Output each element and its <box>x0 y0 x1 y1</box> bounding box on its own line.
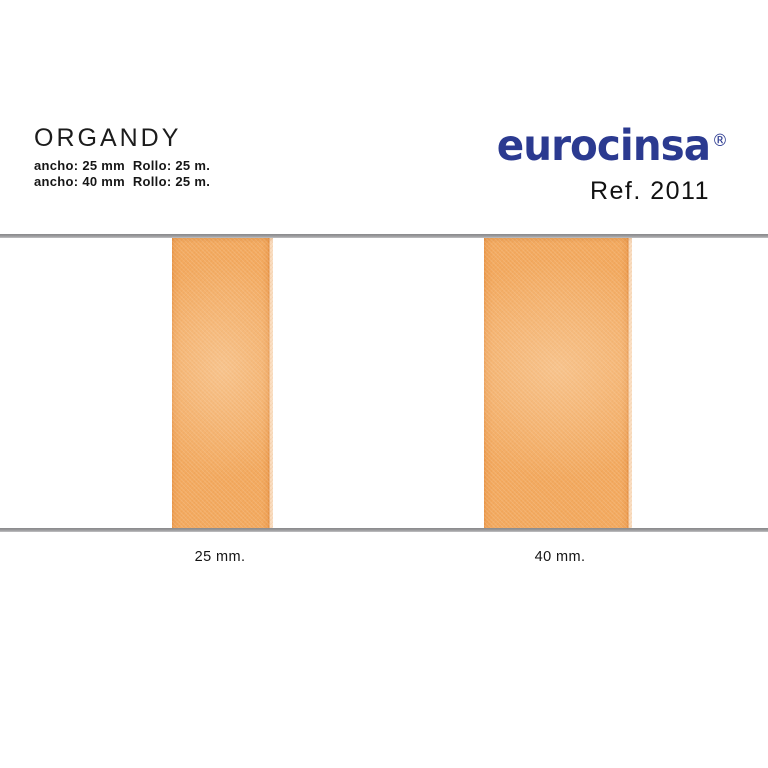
ribbon-sample-40mm <box>484 236 632 530</box>
product-header: ORGANDY ancho: 25 mm Rollo: 25 m. ancho:… <box>34 124 210 190</box>
bottom-rail <box>0 528 768 532</box>
spec-line-40mm: ancho: 40 mm Rollo: 25 m. <box>34 174 211 189</box>
ribbon-sample-25mm <box>172 236 273 530</box>
brand-logo-text: eurocinsa <box>496 121 711 171</box>
top-rail <box>0 234 768 238</box>
ribbon-width-label-40mm: 40 mm. <box>534 549 586 565</box>
reference-number: Ref. 2011 <box>589 177 710 205</box>
ribbon-width-label-25mm: 25 mm. <box>194 549 246 565</box>
brand-block: eurocinsa ® Ref. 2011 <box>482 122 728 206</box>
product-title: ORGANDY <box>34 124 182 152</box>
registered-trademark-icon: ® <box>712 131 728 151</box>
spec-line-25mm: ancho: 25 mm Rollo: 25 m. <box>34 158 211 173</box>
brand-logo: eurocinsa ® <box>497 122 728 170</box>
product-specs: ancho: 25 mm Rollo: 25 m. ancho: 40 mm R… <box>34 158 210 190</box>
